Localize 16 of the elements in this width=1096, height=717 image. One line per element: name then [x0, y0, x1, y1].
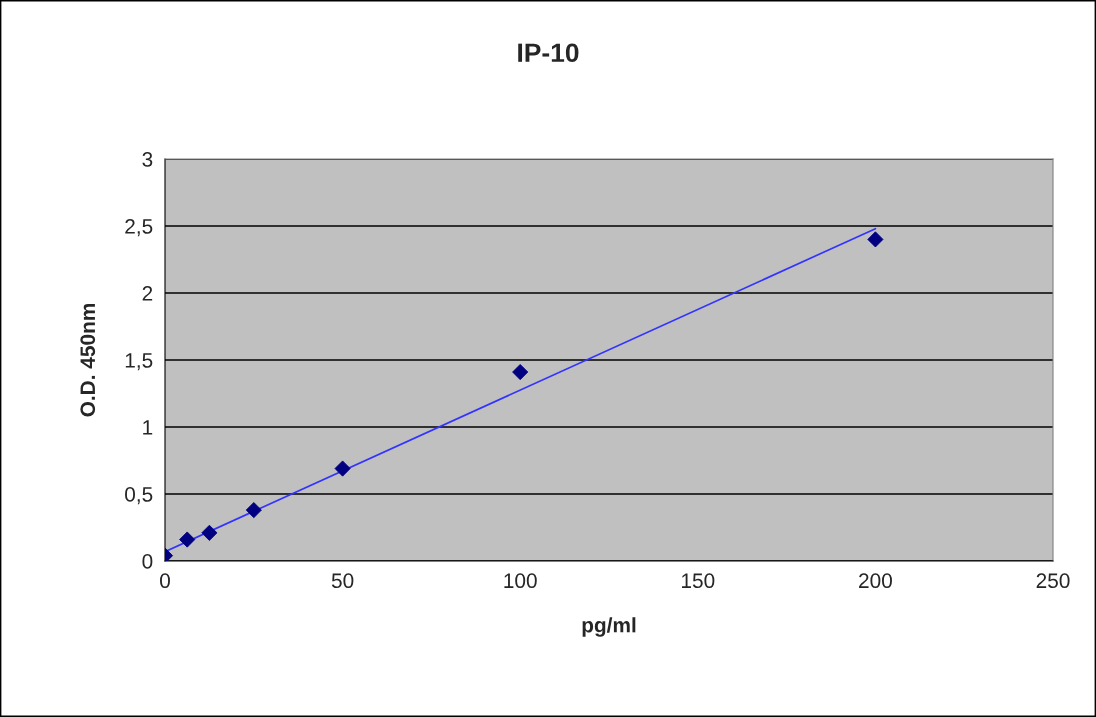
x-tick-label: 100 — [504, 573, 537, 589]
y-axis-title: O.D. 450nm — [80, 303, 96, 417]
x-tick-label: 0 — [160, 573, 170, 589]
y-tick-label: 0 — [142, 554, 153, 569]
y-tick-label: 3 — [142, 152, 153, 167]
x-tick-label: 250 — [1036, 573, 1070, 589]
y-tick-label: 1,5 — [125, 353, 153, 371]
chart-title: IP-10 — [518, 43, 579, 63]
y-tick-label: 0,5 — [125, 487, 153, 505]
y-tick-label: 2 — [142, 286, 153, 301]
x-axis-title: pg/ml — [582, 617, 636, 637]
x-tick-label: 50 — [331, 573, 354, 589]
x-tick-label: 200 — [859, 573, 892, 589]
x-tick-label: 150 — [682, 573, 715, 589]
y-tick-label: 1 — [143, 420, 153, 435]
y-tick-label: 2,5 — [125, 219, 153, 237]
